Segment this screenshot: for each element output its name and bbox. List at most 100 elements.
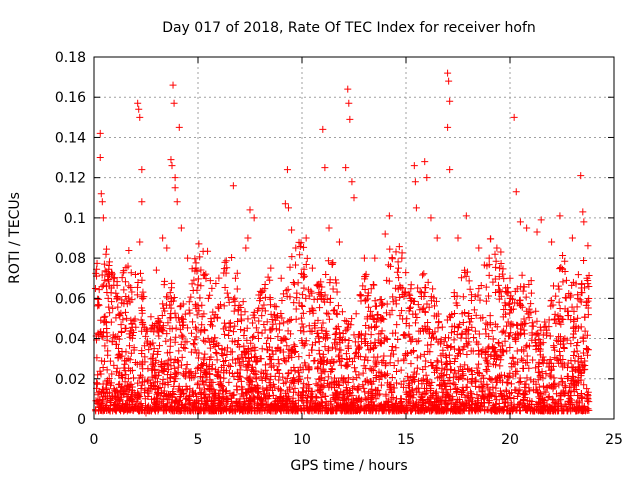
data-point (194, 379, 202, 387)
data-point (520, 315, 528, 323)
data-point (463, 268, 471, 276)
data-point (302, 261, 310, 269)
data-point (372, 407, 380, 415)
data-point (525, 384, 533, 392)
data-point (276, 393, 284, 401)
data-point (556, 333, 564, 341)
data-point (555, 285, 563, 293)
data-point (103, 268, 111, 276)
data-point (308, 346, 316, 354)
data-point (446, 166, 454, 174)
data-point (274, 366, 282, 374)
data-point (573, 303, 581, 311)
data-point (104, 272, 112, 280)
data-point (286, 263, 294, 271)
data-point (427, 341, 435, 349)
data-point (334, 394, 342, 402)
data-point (211, 334, 219, 342)
data-point (432, 363, 440, 371)
data-point (427, 384, 435, 392)
chart-title: Day 017 of 2018, Rate Of TEC Index for r… (162, 20, 536, 36)
data-point (254, 400, 262, 408)
data-point (336, 329, 344, 337)
data-point (507, 399, 515, 407)
data-point (315, 333, 323, 341)
data-point (219, 351, 227, 359)
data-point (221, 284, 229, 292)
data-point (490, 406, 498, 414)
data-point (297, 239, 305, 247)
data-point (437, 358, 445, 366)
data-point (162, 337, 170, 345)
data-point (284, 285, 292, 293)
data-point (492, 375, 500, 383)
data-point (180, 371, 188, 379)
data-point (420, 304, 428, 312)
data-point (170, 293, 178, 301)
data-point (367, 285, 375, 293)
data-point (525, 281, 533, 289)
data-point (115, 350, 123, 358)
data-point (276, 386, 284, 394)
data-point (310, 357, 318, 365)
data-point (501, 329, 509, 337)
data-point (97, 190, 105, 198)
data-point (454, 385, 462, 393)
data-point (148, 385, 156, 393)
data-point (397, 366, 405, 374)
data-point (103, 245, 111, 253)
data-point (236, 395, 244, 403)
data-point (485, 292, 493, 300)
data-point (377, 330, 385, 338)
data-point (125, 282, 133, 290)
data-point (258, 312, 266, 320)
data-point (222, 257, 230, 265)
data-point (567, 379, 575, 387)
data-point (408, 297, 416, 305)
data-point (332, 335, 340, 343)
y-tick-label: 0.1 (64, 211, 86, 227)
data-point (215, 304, 223, 312)
data-point (534, 388, 542, 396)
data-point (324, 373, 332, 381)
data-point (455, 349, 463, 357)
data-point (292, 305, 300, 313)
data-point (461, 266, 469, 274)
data-point (471, 376, 479, 384)
data-point (371, 254, 379, 262)
data-point (175, 358, 183, 366)
data-point (197, 282, 205, 290)
data-point (186, 399, 194, 407)
data-point (196, 384, 204, 392)
data-point (517, 355, 525, 363)
data-point (460, 343, 468, 351)
data-point (364, 394, 372, 402)
data-point (288, 377, 296, 385)
data-point (414, 384, 422, 392)
data-point (226, 369, 234, 377)
data-point (247, 386, 255, 394)
y-tick-label: 0.06 (55, 291, 86, 307)
data-point (402, 269, 410, 277)
data-point (234, 402, 242, 410)
data-point (340, 374, 348, 382)
data-point (234, 318, 242, 326)
data-point (535, 335, 543, 343)
data-point (517, 329, 525, 337)
data-point (414, 284, 422, 292)
data-point (501, 299, 509, 307)
data-point (525, 314, 533, 322)
data-point (125, 342, 133, 350)
data-point (118, 374, 126, 382)
data-point (170, 364, 178, 372)
data-point (485, 254, 493, 262)
data-point (493, 396, 501, 404)
data-point (134, 391, 142, 399)
data-point (559, 278, 567, 286)
data-point (333, 288, 341, 296)
data-point (393, 321, 401, 329)
data-point (178, 322, 186, 330)
data-point (275, 360, 283, 368)
data-point (371, 338, 379, 346)
data-point (500, 275, 508, 283)
